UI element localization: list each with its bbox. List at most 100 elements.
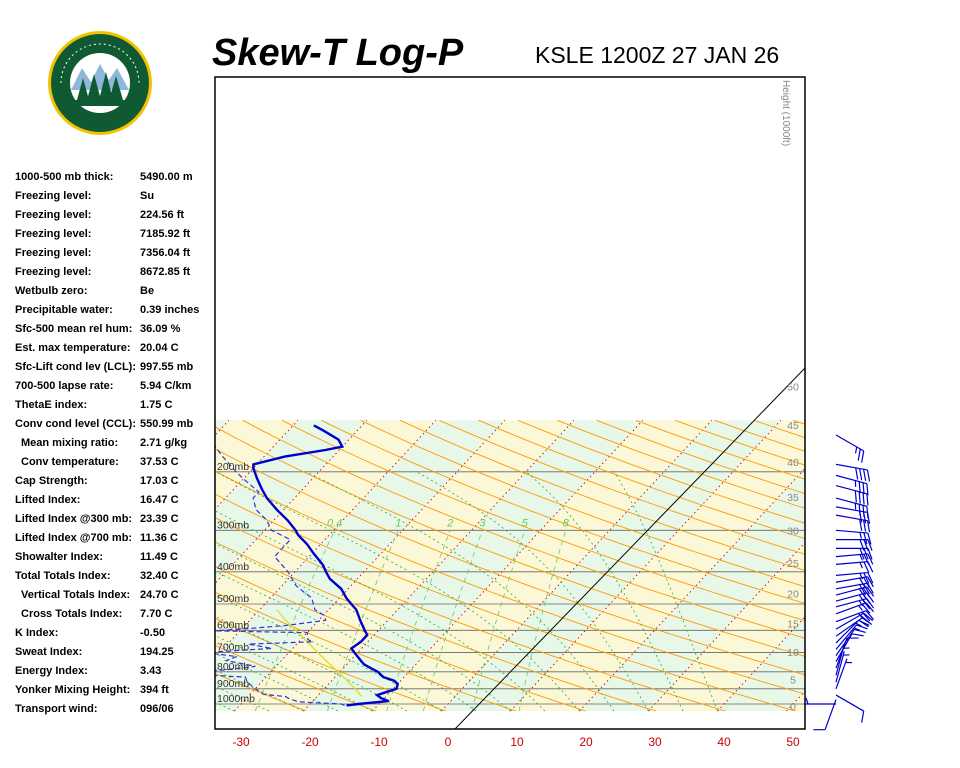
moist-adiabat-line xyxy=(215,635,373,712)
wind-barb-full xyxy=(867,532,872,545)
index-value: 32.40 C xyxy=(140,570,179,582)
wind-barb-full xyxy=(861,450,865,463)
index-value: Be xyxy=(140,285,155,297)
isotherm-line xyxy=(579,467,805,712)
isotherm-line xyxy=(215,420,230,436)
wind-barb-full xyxy=(851,633,864,637)
temperature-band xyxy=(215,420,229,436)
wind-barb xyxy=(835,514,871,533)
wind-barb xyxy=(835,463,871,482)
index-label: Cap Strength: xyxy=(15,475,88,487)
index-label: 700-500 lapse rate: xyxy=(15,380,114,392)
dry-adiabat-line xyxy=(242,419,805,639)
isotherm-line xyxy=(855,420,960,711)
height-tick-label: 50 xyxy=(787,381,799,393)
dry-adiabat-line xyxy=(281,419,805,622)
x-tick-label: 0 xyxy=(445,735,452,749)
wind-barb-full xyxy=(859,614,870,624)
dry-adiabat-line xyxy=(215,493,796,712)
plot-frame xyxy=(214,76,806,730)
wind-barb-full xyxy=(866,493,869,506)
index-row: Cap Strength: 17.03 C xyxy=(15,473,215,492)
wind-barb-full xyxy=(859,584,867,596)
pressure-label: 700mb xyxy=(217,642,249,654)
index-label: Sfc-500 mean rel hum: xyxy=(15,323,133,335)
pressure-label: 500mb xyxy=(217,593,249,605)
index-row: Est. max temperature: 20.04 C xyxy=(15,340,215,359)
temperature-band xyxy=(786,691,805,712)
isotherm-line xyxy=(303,420,575,712)
index-value: 096/06 xyxy=(140,703,174,715)
index-row: Vertical Totals Index: 24.70 C xyxy=(15,587,215,606)
index-row: Sfc-500 mean rel hum: 36.09 % xyxy=(15,321,215,340)
wind-barb-full xyxy=(858,588,867,599)
index-value: 17.03 C xyxy=(140,475,179,487)
wind-barb-staff xyxy=(835,597,868,608)
wind-barb xyxy=(835,628,866,656)
dry-adiabat-line xyxy=(399,419,805,571)
index-value: 0.39 inches xyxy=(140,304,200,316)
mixing-ratio-label: 8 xyxy=(563,517,570,529)
index-row: Transport wind: 096/06 xyxy=(15,701,215,720)
index-row: Lifted Index @700 mb: 11.36 C xyxy=(15,530,215,549)
moist-adiabat-line xyxy=(215,701,235,712)
index-value: 20.04 C xyxy=(140,342,179,354)
index-value: 550.99 mb xyxy=(140,418,194,430)
height-tick-label: 20 xyxy=(787,589,799,601)
wind-barb-staff xyxy=(835,497,868,507)
index-row: ThetaE index: 1.75 C xyxy=(15,397,215,416)
wind-barb-full xyxy=(859,468,863,481)
moist-adiabat-line xyxy=(215,685,270,712)
wind-barb-staff xyxy=(835,651,845,683)
index-row: Freezing level: 8672.85 ft xyxy=(15,264,215,283)
moist-adiabat-line xyxy=(0,472,200,711)
temperature-trace xyxy=(252,424,400,707)
height-tick-label: 0 xyxy=(790,701,796,713)
moist-adiabat-line xyxy=(613,471,718,712)
height-axis-title: Height (1000ft) xyxy=(780,80,791,146)
chart-title: Skew-T Log-P xyxy=(212,32,464,74)
oregon-department-of-forestry-logo xyxy=(48,31,152,135)
wind-barb-full xyxy=(866,469,871,482)
index-row: Freezing level: 224.56 ft xyxy=(15,207,215,226)
height-tick-label: 10 xyxy=(787,647,799,659)
isotherm-line xyxy=(0,420,160,711)
temperature-band xyxy=(510,420,805,712)
wind-barb xyxy=(835,651,850,683)
wind-barb xyxy=(835,474,869,496)
index-row: Sweat Index: 194.25 xyxy=(15,644,215,663)
index-label: Est. max temperature: xyxy=(15,342,131,354)
wind-barb-full xyxy=(863,539,869,551)
index-row: Conv temperature: 37.53 C xyxy=(15,454,215,473)
wind-barb-full xyxy=(862,492,865,505)
temperature-band xyxy=(0,420,160,711)
dry-adiabat-line xyxy=(215,672,307,712)
wind-barb-staff xyxy=(835,506,868,514)
dry-adiabat-line xyxy=(215,517,726,712)
wind-barb-staff xyxy=(835,434,865,452)
wind-barb-half xyxy=(858,613,863,619)
wind-barb-staff xyxy=(835,529,868,534)
index-row: K Index: -0.50 xyxy=(15,625,215,644)
index-row: Total Totals Index: 32.40 C xyxy=(15,568,215,587)
wind-barb-full xyxy=(862,587,871,598)
wind-barb-full xyxy=(859,577,867,589)
index-value: 23.39 C xyxy=(140,513,179,525)
index-label: Mean mixing ratio: xyxy=(21,437,119,449)
wind-barb-full xyxy=(859,519,863,531)
wind-barb-staff xyxy=(835,624,858,650)
wind-barb xyxy=(835,633,864,662)
height-tick-label: 30 xyxy=(787,526,799,538)
dry-adiabat-line xyxy=(215,644,377,712)
index-value: 997.55 mb xyxy=(140,361,194,373)
wind-barb-staff xyxy=(835,694,865,712)
isotherm-line xyxy=(441,420,713,712)
wind-barb xyxy=(835,610,875,623)
wind-barb-full xyxy=(866,576,874,588)
dry-adiabat-line xyxy=(360,419,805,588)
wind-barb-full xyxy=(863,532,868,545)
wind-barb-full xyxy=(863,577,870,588)
wind-barb-full xyxy=(855,467,859,480)
index-label: Precipitable water: xyxy=(15,304,113,316)
dry-adiabat-line xyxy=(478,419,805,540)
